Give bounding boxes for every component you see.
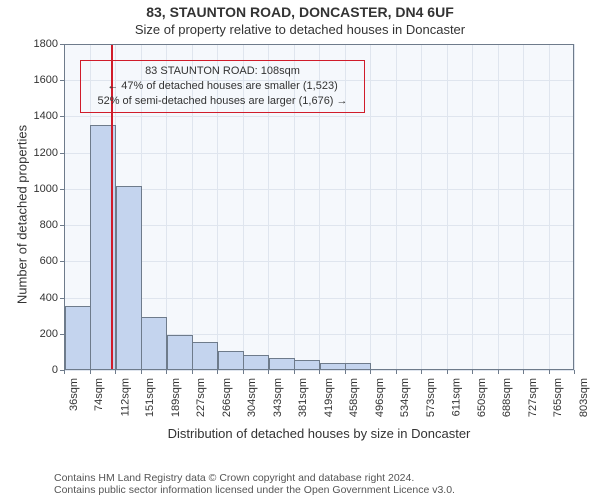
x-tick-label: 534sqm bbox=[400, 378, 412, 417]
x-tick-label: 189sqm bbox=[170, 378, 182, 417]
annotation-line-1: 83 STAUNTON ROAD: 108sqm bbox=[87, 64, 358, 79]
footer-line-1: Contains HM Land Registry data © Crown c… bbox=[54, 472, 600, 484]
bar bbox=[116, 186, 142, 370]
x-tick-mark bbox=[523, 370, 524, 374]
x-tick-label: 727sqm bbox=[527, 378, 539, 417]
x-tick-label: 304sqm bbox=[247, 378, 259, 417]
x-tick-mark bbox=[90, 370, 91, 374]
y-tick-mark bbox=[60, 334, 64, 335]
annotation-box: 83 STAUNTON ROAD: 108sqm ← 47% of detach… bbox=[80, 60, 365, 113]
y-tick-label: 1800 bbox=[34, 38, 58, 50]
x-tick-label: 112sqm bbox=[119, 378, 131, 416]
y-tick-label: 800 bbox=[40, 219, 58, 231]
y-tick-mark bbox=[60, 116, 64, 117]
y-tick-label: 0 bbox=[52, 364, 58, 376]
x-tick-label: 266sqm bbox=[221, 378, 233, 417]
x-tick-label: 688sqm bbox=[502, 378, 514, 417]
bar bbox=[269, 358, 295, 370]
y-tick-mark bbox=[60, 44, 64, 45]
x-tick-label: 36sqm bbox=[68, 378, 80, 411]
y-axis-ticks: 020040060080010001200140016001800 bbox=[0, 44, 64, 370]
footer: Contains HM Land Registry data © Crown c… bbox=[0, 472, 600, 496]
x-axis-ticks: 36sqm 74sqm 112sqm 151sqm 189sqm 227sqm 266sqm… bbox=[64, 370, 574, 430]
x-tick-mark bbox=[370, 370, 371, 374]
x-tick-label: 803sqm bbox=[578, 378, 590, 417]
x-tick-mark bbox=[192, 370, 193, 374]
x-tick-label: 573sqm bbox=[425, 378, 437, 417]
y-tick-mark bbox=[60, 153, 64, 154]
x-tick-mark bbox=[166, 370, 167, 374]
y-tick-label: 400 bbox=[40, 292, 58, 304]
y-axis-label: Number of detached properties bbox=[15, 115, 30, 315]
x-tick-mark bbox=[574, 370, 575, 374]
annotation-line-2: ← 47% of detached houses are smaller (1,… bbox=[87, 79, 358, 94]
chart-container: 83, STAUNTON ROAD, DONCASTER, DN4 6UF Si… bbox=[0, 0, 600, 500]
x-tick-mark bbox=[243, 370, 244, 374]
x-tick-mark bbox=[396, 370, 397, 374]
bar bbox=[218, 351, 244, 370]
x-tick-mark bbox=[498, 370, 499, 374]
y-tick-mark bbox=[60, 225, 64, 226]
x-tick-mark bbox=[447, 370, 448, 374]
footer-line-2: Contains public sector information licen… bbox=[54, 484, 600, 496]
x-tick-label: 227sqm bbox=[196, 378, 208, 417]
x-tick-label: 151sqm bbox=[145, 378, 157, 417]
y-tick-label: 1400 bbox=[34, 110, 58, 122]
y-tick-label: 1000 bbox=[34, 183, 58, 195]
x-tick-label: 381sqm bbox=[298, 378, 310, 417]
x-tick-label: 74sqm bbox=[94, 378, 106, 411]
x-tick-label: 611sqm bbox=[451, 378, 463, 416]
x-tick-mark bbox=[319, 370, 320, 374]
gridline-v bbox=[574, 44, 575, 370]
x-tick-mark bbox=[141, 370, 142, 374]
bar bbox=[345, 363, 371, 370]
x-tick-label: 496sqm bbox=[374, 378, 386, 417]
bar bbox=[65, 306, 91, 370]
y-tick-mark bbox=[60, 298, 64, 299]
x-tick-label: 419sqm bbox=[323, 378, 335, 417]
y-tick-label: 1600 bbox=[34, 74, 58, 86]
annotation-line-3: 52% of semi-detached houses are larger (… bbox=[87, 94, 358, 109]
x-tick-mark bbox=[421, 370, 422, 374]
x-tick-label: 650sqm bbox=[476, 378, 488, 417]
x-tick-label: 765sqm bbox=[553, 378, 565, 417]
y-tick-label: 600 bbox=[40, 255, 58, 267]
x-axis-label: Distribution of detached houses by size … bbox=[64, 426, 574, 441]
x-tick-mark bbox=[294, 370, 295, 374]
bar bbox=[243, 355, 269, 370]
y-tick-mark bbox=[60, 261, 64, 262]
x-tick-label: 458sqm bbox=[349, 378, 361, 417]
x-tick-mark bbox=[345, 370, 346, 374]
x-tick-mark bbox=[472, 370, 473, 374]
bar bbox=[167, 335, 193, 370]
bar bbox=[320, 363, 346, 370]
x-tick-label: 343sqm bbox=[272, 378, 284, 417]
x-tick-mark bbox=[217, 370, 218, 374]
bar bbox=[294, 360, 320, 370]
y-tick-label: 1200 bbox=[34, 147, 58, 159]
page-subtitle: Size of property relative to detached ho… bbox=[0, 20, 600, 37]
page-title: 83, STAUNTON ROAD, DONCASTER, DN4 6UF bbox=[0, 0, 600, 20]
x-tick-mark bbox=[549, 370, 550, 374]
histogram-chart: 83 STAUNTON ROAD: 108sqm ← 47% of detach… bbox=[64, 44, 574, 370]
y-tick-mark bbox=[60, 80, 64, 81]
x-tick-mark bbox=[64, 370, 65, 374]
x-tick-mark bbox=[115, 370, 116, 374]
bar bbox=[192, 342, 218, 370]
y-tick-label: 200 bbox=[40, 328, 58, 340]
x-tick-mark bbox=[268, 370, 269, 374]
y-tick-mark bbox=[60, 189, 64, 190]
bar bbox=[141, 317, 167, 370]
